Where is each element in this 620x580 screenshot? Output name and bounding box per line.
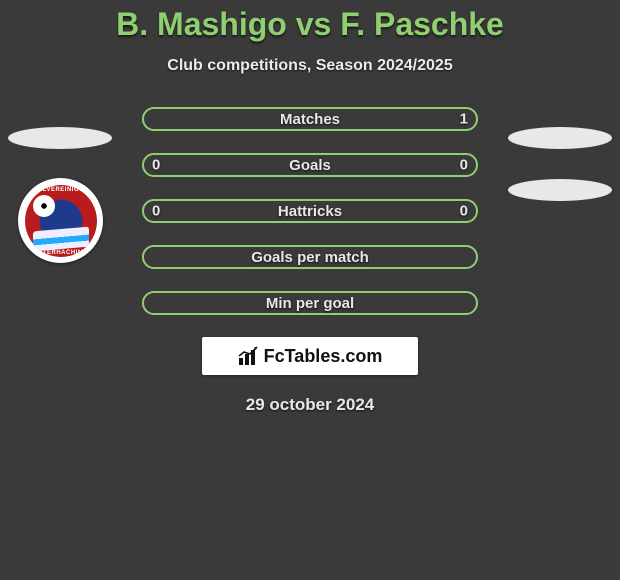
badge-top-text: SPIELVEREINIGUNG: [25, 187, 97, 193]
badge-bottom-text: UNTERHACHING: [25, 250, 97, 256]
player-left-placeholder: [8, 127, 112, 149]
subtitle: Club competitions, Season 2024/2025: [0, 57, 620, 75]
club-badge: SPIELVEREINIGUNG UNTERHACHING: [18, 178, 103, 263]
page-title: B. Mashigo vs F. Paschke: [0, 0, 620, 43]
soccer-ball-icon: [33, 195, 55, 217]
club-badge-inner: SPIELVEREINIGUNG UNTERHACHING: [25, 185, 97, 257]
stat-label: Hattricks: [278, 203, 342, 220]
branding-text: FcTables.com: [264, 346, 383, 367]
player-right-placeholder-1: [508, 127, 612, 149]
bar-chart-icon: [238, 346, 260, 366]
player-right-placeholder-2: [508, 179, 612, 201]
stat-row-goals: 0 Goals 0: [142, 153, 478, 177]
stat-label: Matches: [280, 111, 340, 128]
stat-row-min-per-goal: Min per goal: [142, 291, 478, 315]
stat-row-hattricks: 0 Hattricks 0: [142, 199, 478, 223]
stat-value-right: 0: [460, 157, 468, 174]
stat-row-matches: Matches 1: [142, 107, 478, 131]
badge-stripe: [33, 226, 89, 251]
stat-label: Goals: [289, 157, 331, 174]
stat-row-goals-per-match: Goals per match: [142, 245, 478, 269]
stat-label: Min per goal: [266, 295, 354, 312]
stat-value-right: 1: [460, 111, 468, 128]
footer-date: 29 october 2024: [0, 395, 620, 415]
stat-value-right: 0: [460, 203, 468, 220]
stat-value-left: 0: [152, 157, 160, 174]
stat-value-left: 0: [152, 203, 160, 220]
stat-label: Goals per match: [251, 249, 369, 266]
branding-box: FcTables.com: [202, 337, 418, 375]
